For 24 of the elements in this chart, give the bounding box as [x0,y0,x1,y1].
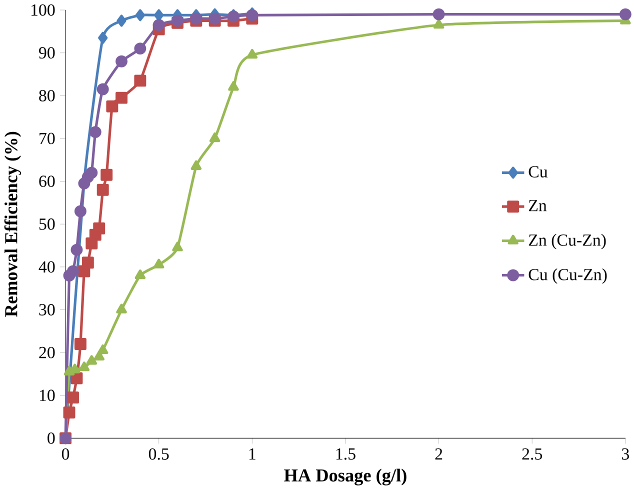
x-tick-label: 2.5 [522,448,542,460]
x-tick-label: 0.5 [148,448,169,460]
y-tick-label: 60 [39,176,55,188]
y-tick-label: 30 [39,304,55,316]
legend-label: Zn [528,200,547,212]
y-tick-label: 100 [32,4,55,16]
x-tick-label: 1 [249,448,256,460]
y-tick-label: 20 [39,346,55,358]
legend-label: Cu [528,166,548,178]
legend-label: Cu (Cu-Zn) [528,268,607,284]
y-tick-label: 80 [39,90,55,102]
y-tick-label: 40 [38,261,55,273]
x-tick-label: 2 [435,448,442,460]
legend-label: Zn (Cu-Zn) [528,234,606,250]
y-tick-label: 50 [39,218,55,230]
y-tick-label: 0 [48,432,55,444]
y-axis-title: Removal Efficiency (%) [4,132,22,317]
x-axis-title: HA Dosage (g/l) [284,468,406,486]
x-tick-label: 3 [622,448,630,460]
x-tick-label: 0 [62,448,70,460]
y-tick-label: 10 [40,390,55,402]
y-tick-label: 70 [40,132,55,144]
y-tick-label: 90 [39,47,55,59]
x-tick-label: 1.5 [336,448,356,460]
